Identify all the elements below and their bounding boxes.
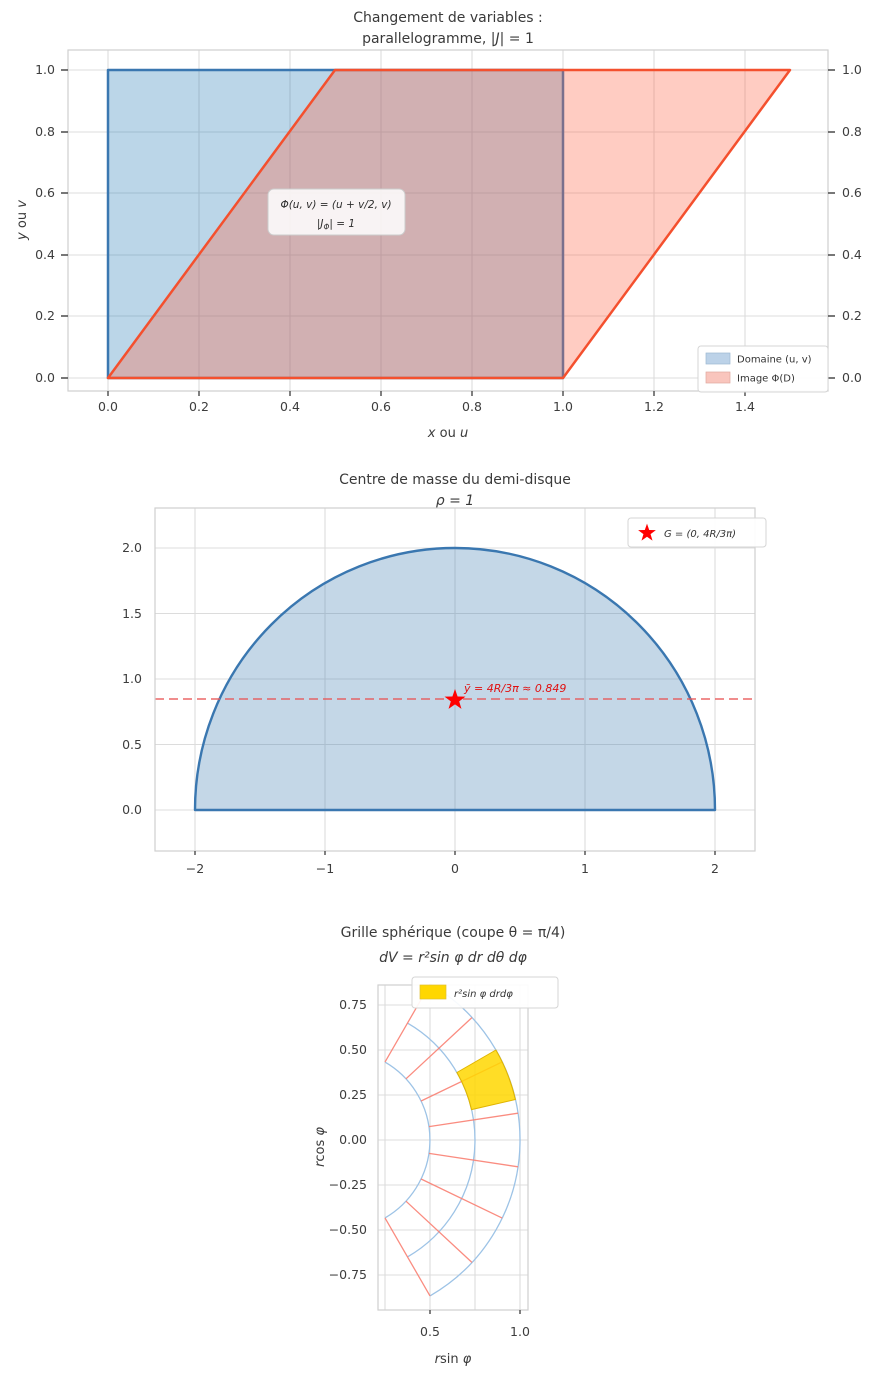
plot1-xtick-labels: 0.0 0.2 0.4 0.6 0.8 1.0 1.2 1.4	[98, 399, 755, 414]
legend-label-centroid: G = (0, 4R/3π)	[664, 529, 736, 540]
plot3-legend: r²sin φ drdφ	[411, 976, 559, 1009]
annotation-line1: Φ(u, v) = (u + v/2, v)	[280, 199, 391, 211]
plot1-xtick-marks	[107, 391, 746, 396]
ytick-right: 1.0	[842, 62, 862, 77]
ytick: 0.25	[339, 1087, 367, 1102]
plot1-frame	[67, 49, 829, 392]
ytick-right: 0.8	[842, 124, 862, 139]
plot3-xtick-labels: 0.5 1.0	[420, 1324, 530, 1339]
ytick: 1.5	[122, 606, 142, 621]
plot-centre-de-masse: Centre de masse du demi-disque ρ = 1 ȳ =…	[122, 472, 767, 876]
plot3-frame	[377, 984, 529, 1311]
xtick: 0.4	[280, 399, 300, 414]
plot3-title-line2: dV = r²sin φ dr dθ dφ	[379, 950, 528, 966]
xtick: 0.6	[371, 399, 391, 414]
plot2-xtick-marks	[194, 851, 716, 855]
ytick: 0.00	[339, 1132, 367, 1147]
ytick: 0.2	[35, 308, 55, 323]
ytick: 2.0	[122, 540, 142, 555]
plot-changement-de-variables: Changement de variables : parallelogramm…	[15, 10, 862, 441]
ytick: 1.0	[122, 671, 142, 686]
plot1-ytick-labels-right: 0.0 0.2 0.4 0.6 0.8 1.0	[842, 62, 862, 385]
legend-star-icon	[638, 523, 656, 541]
ytick-right: 0.2	[842, 308, 862, 323]
legend-label-domaine: Domaine (u, v)	[737, 355, 812, 366]
image-parallelogram-shape	[106, 68, 792, 380]
plot1-ytick-marks-left	[61, 69, 68, 379]
ytick: −0.75	[329, 1267, 367, 1282]
xtick: 1	[581, 861, 589, 876]
plot-grille-spherique: Grille sphérique (coupe θ = π/4) dV = r²…	[313, 925, 566, 1367]
xtick: 2	[711, 861, 719, 876]
plot1-legend: Domaine (u, v) Image Φ(D)	[697, 345, 829, 393]
ytick: 0.0	[122, 802, 142, 817]
annotation-line2: |JΦ| = 1	[317, 218, 355, 232]
plot3-title-line1: Grille sphérique (coupe θ = π/4)	[341, 925, 566, 941]
legend-patch-image	[705, 371, 731, 384]
plot3-gridlines	[378, 985, 528, 1310]
xtick: −1	[316, 861, 334, 876]
plot2-ytick-labels: 0.0 0.5 1.0 1.5 2.0	[122, 540, 142, 817]
plot2-title-line2: ρ = 1	[436, 493, 474, 509]
legend-patch-domaine	[705, 352, 731, 365]
plot3-xlabel: rsin φ	[435, 1352, 472, 1367]
xtick: 0.0	[98, 399, 118, 414]
plot1-title-line1: Changement de variables :	[353, 10, 543, 26]
ytick-right: 0.4	[842, 247, 862, 262]
legend-frame	[411, 976, 559, 1009]
xtick: 0.5	[420, 1324, 440, 1339]
annotation-frame	[267, 188, 406, 236]
legend-label-cell: r²sin φ drdφ	[454, 989, 513, 1000]
arc-r-0.5	[384, 1061, 431, 1219]
plot3-xtick-marks	[429, 1310, 521, 1314]
plot1-ylabel: y ou v	[15, 200, 30, 241]
plot1-title-line2: parallelogramme, |J| = 1	[362, 31, 534, 47]
plot1-ytick-marks-right	[828, 69, 835, 379]
plot2-title-line1: Centre de masse du demi-disque	[339, 472, 571, 488]
xtick: 1.0	[553, 399, 573, 414]
legend-frame	[627, 517, 767, 548]
xtick: −2	[186, 861, 204, 876]
legend-frame	[697, 345, 829, 393]
ytick-right: 0.0	[842, 370, 862, 385]
plot1-annotation-box: Φ(u, v) = (u + v/2, v) |JΦ| = 1	[267, 188, 406, 236]
half-disk-shape	[193, 546, 717, 812]
ytick-right: 0.6	[842, 185, 862, 200]
ytick: 0.50	[339, 1042, 367, 1057]
ytick: −0.25	[329, 1177, 367, 1192]
xtick: 1.2	[644, 399, 664, 414]
ytick: 0.6	[35, 185, 55, 200]
plot1-xlabel: x ou u	[427, 426, 468, 441]
plot3-ytick-labels: 0.75 0.50 0.25 0.00 −0.25 −0.50 −0.75	[329, 997, 367, 1282]
plot2-legend: G = (0, 4R/3π)	[627, 517, 767, 548]
plot3-ylabel: rcos φ	[313, 1127, 328, 1167]
ytick: −0.50	[329, 1222, 367, 1237]
centroid-star-marker	[444, 689, 466, 709]
ytick: 0.5	[122, 737, 142, 752]
ytick: 1.0	[35, 62, 55, 77]
ytick: 0.0	[35, 370, 55, 385]
ytick: 0.8	[35, 124, 55, 139]
ytick: 0.75	[339, 997, 367, 1012]
xtick: 1.4	[735, 399, 755, 414]
xtick: 1.0	[510, 1324, 530, 1339]
xtick: 0.8	[462, 399, 482, 414]
plot1-ytick-labels-left: 0.0 0.2 0.4 0.6 0.8 1.0	[35, 62, 55, 385]
ytick: 0.4	[35, 247, 55, 262]
plot3-vgrid	[384, 985, 521, 1310]
plot1-tick-marks	[61, 69, 835, 396]
plot3-hgrid	[378, 1004, 528, 1276]
xtick: 0	[451, 861, 459, 876]
legend-patch-cell	[419, 984, 447, 1000]
plot2-xtick-labels: −2 −1 0 1 2	[186, 861, 719, 876]
highlighted-volume-cell	[456, 1049, 516, 1111]
legend-label-image: Image Φ(D)	[737, 374, 795, 385]
centroid-annotation: ȳ = 4R/3π ≈ 0.849	[463, 682, 566, 695]
arc-r-1.0	[429, 983, 521, 1297]
xtick: 0.2	[189, 399, 209, 414]
